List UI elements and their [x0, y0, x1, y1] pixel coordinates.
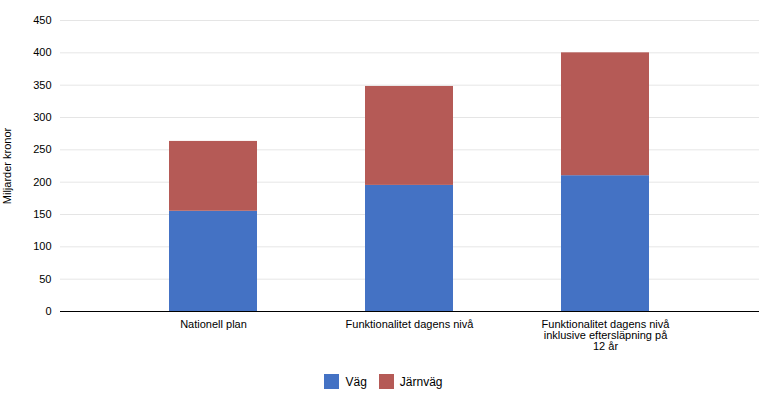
svg-text:Funktionalitet dagens nivåinkl: Funktionalitet dagens nivåinklusive efte… [542, 318, 671, 352]
svg-text:50: 50 [39, 273, 51, 285]
svg-text:200: 200 [33, 176, 51, 188]
svg-text:Nationell plan: Nationell plan [180, 318, 247, 330]
svg-text:150: 150 [33, 208, 51, 220]
svg-text:300: 300 [33, 111, 51, 123]
svg-text:250: 250 [33, 143, 51, 155]
svg-text:Miljarder kronor: Miljarder kronor [1, 127, 13, 204]
svg-text:350: 350 [33, 79, 51, 91]
svg-text:400: 400 [33, 46, 51, 58]
html-text:Väg: Väg [345, 374, 367, 389]
svg-text:0: 0 [45, 305, 51, 317]
html-text:Järnväg: Järnväg [399, 374, 443, 389]
svg-text:100: 100 [33, 240, 51, 252]
svg-text:Funktionalitet dagens nivå: Funktionalitet dagens nivå [346, 318, 475, 330]
svg-text:450: 450 [33, 14, 51, 26]
